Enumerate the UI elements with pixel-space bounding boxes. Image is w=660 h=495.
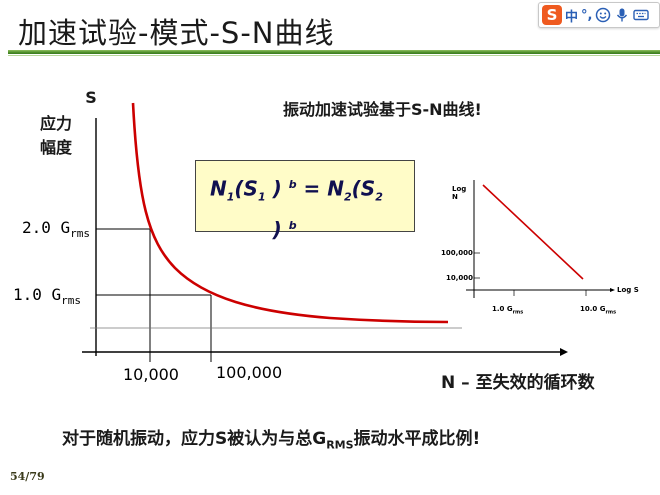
formula-sub2: 1 bbox=[258, 191, 266, 204]
bottom-note-sub: RMS bbox=[326, 438, 353, 451]
formula-n1: N bbox=[210, 177, 227, 201]
y-tick-1grms-sub: rms bbox=[61, 294, 81, 307]
formula-s1: (S bbox=[234, 177, 258, 201]
log-y-tick-100000: 100,000 bbox=[441, 249, 473, 257]
x-axis-arrow bbox=[560, 348, 568, 356]
y-label-stress: 应力 bbox=[40, 110, 72, 134]
bottom-note-post: 振动水平成比例! bbox=[354, 429, 481, 449]
formula-exp2: b bbox=[289, 219, 297, 232]
y-tick-2grms-text: 2.0 G bbox=[22, 218, 70, 237]
y-tick-1grms-text: 1.0 G bbox=[13, 285, 61, 304]
page-number: 54/79 bbox=[10, 470, 45, 483]
y-tick-1grms: 1.0 Grms bbox=[13, 285, 81, 307]
y-label-s: S bbox=[76, 88, 106, 107]
log-x-tick-1-sub: rms bbox=[513, 309, 524, 315]
y-tick-2grms: 2.0 Grms bbox=[22, 218, 90, 240]
formula-sub3: 2 bbox=[344, 191, 352, 204]
log-sn-line bbox=[483, 185, 583, 279]
y-label-amplitude: 幅度 bbox=[40, 134, 72, 158]
formula-close2: ) bbox=[266, 217, 282, 241]
formula-exp1: b bbox=[289, 178, 297, 191]
log-y-label-1: Log bbox=[452, 185, 466, 193]
x-tick-100000: 100,000 bbox=[216, 363, 282, 382]
log-x-axis-arrow bbox=[610, 288, 615, 292]
log-x-tick-2-text: 10.0 G bbox=[580, 305, 605, 313]
formula-sub4: 2 bbox=[375, 191, 383, 204]
formula-close1: ) bbox=[266, 177, 282, 201]
log-y-label-2: N bbox=[452, 193, 458, 201]
log-x-label: Log S bbox=[617, 286, 639, 294]
bottom-note: 对于随机振动，应力S被认为与总GRMS振动水平成比例! bbox=[62, 424, 480, 451]
formula-box: N1(S1 ) b = N2(S2 ) b bbox=[195, 160, 415, 232]
log-x-tick-2-sub: rms bbox=[605, 309, 616, 315]
bottom-note-pre: 对于随机振动，应力S被认为与总G bbox=[62, 429, 326, 449]
log-x-tick-1grms: 1.0 Grms bbox=[492, 305, 523, 316]
x-tick-10000: 10,000 bbox=[123, 365, 179, 384]
formula-s2: (S bbox=[352, 177, 376, 201]
x-axis-title: N – 至失效的循环数 bbox=[441, 368, 595, 393]
log-x-tick-1-text: 1.0 G bbox=[492, 305, 513, 313]
formula-eq: = N bbox=[297, 177, 344, 201]
note-text: 振动加速试验基于S-N曲线! bbox=[283, 96, 482, 120]
basquin-formula: N1(S1 ) b = N2(S2 ) b bbox=[210, 171, 410, 243]
log-x-tick-10grms: 10.0 Grms bbox=[580, 305, 616, 316]
log-y-label: Log N bbox=[452, 185, 466, 201]
y-tick-2grms-sub: rms bbox=[70, 227, 90, 240]
log-y-tick-10000: 10,000 bbox=[446, 274, 473, 282]
